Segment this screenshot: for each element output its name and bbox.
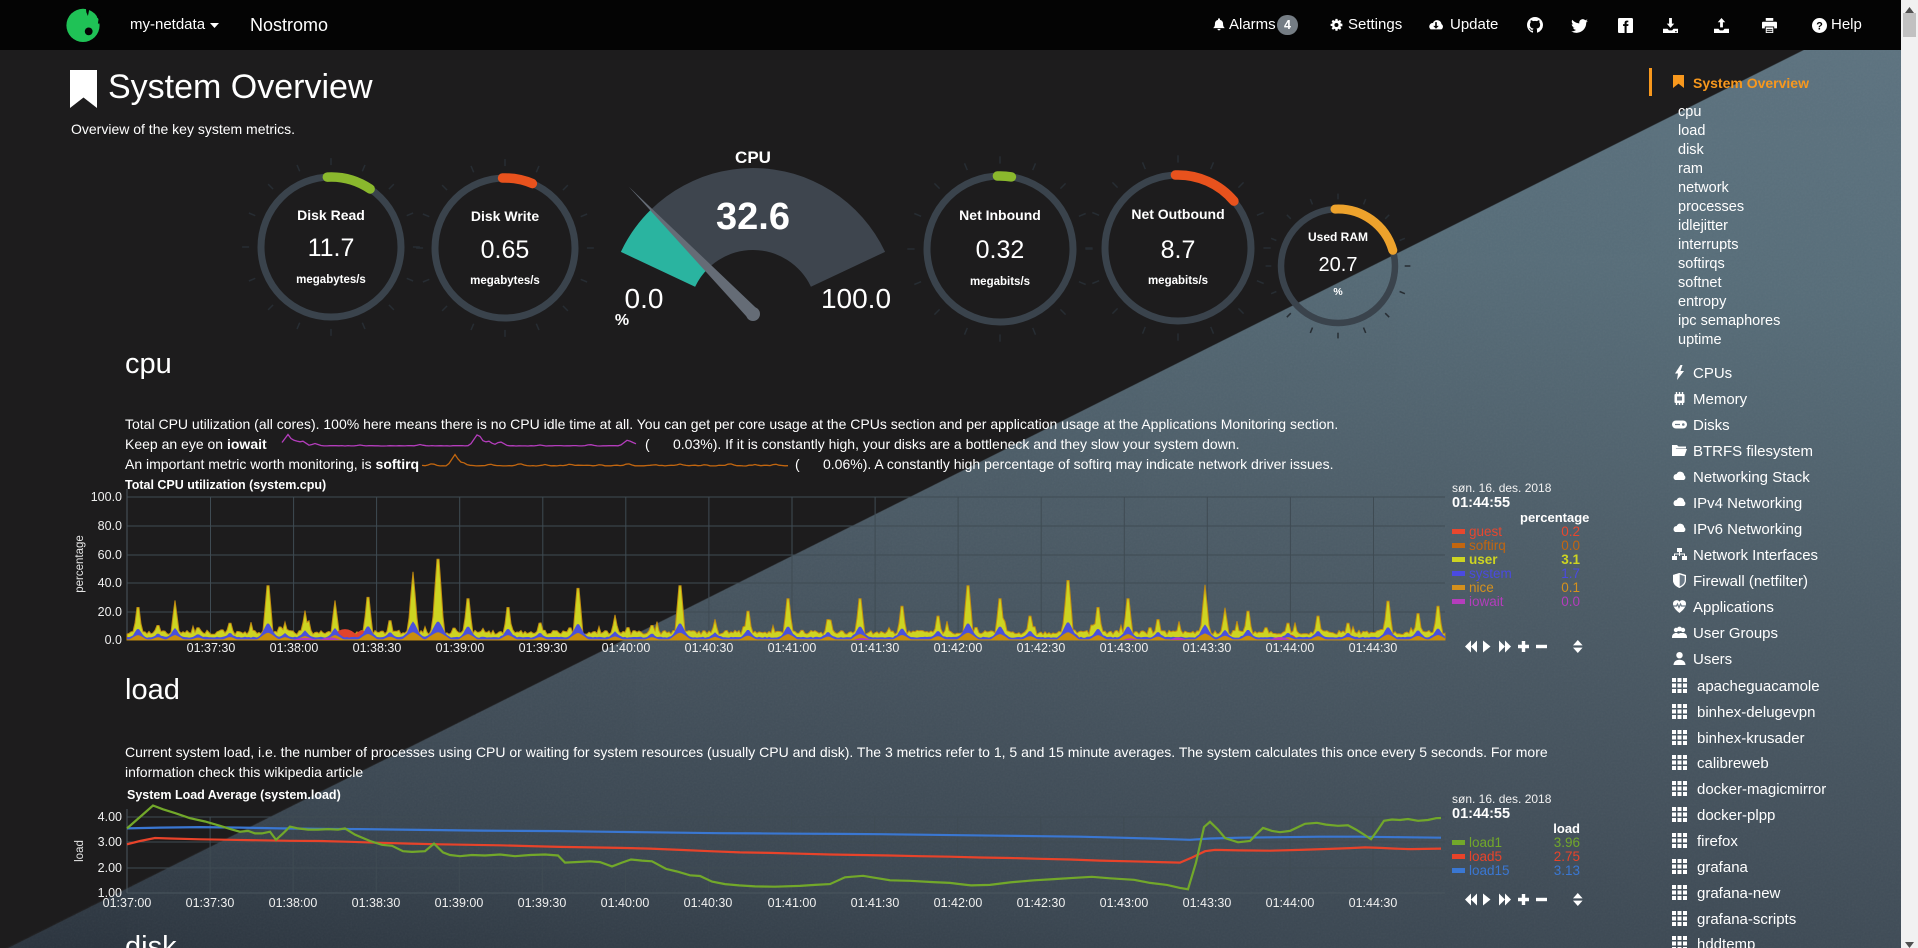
svg-text:?: ? [1816,20,1823,32]
